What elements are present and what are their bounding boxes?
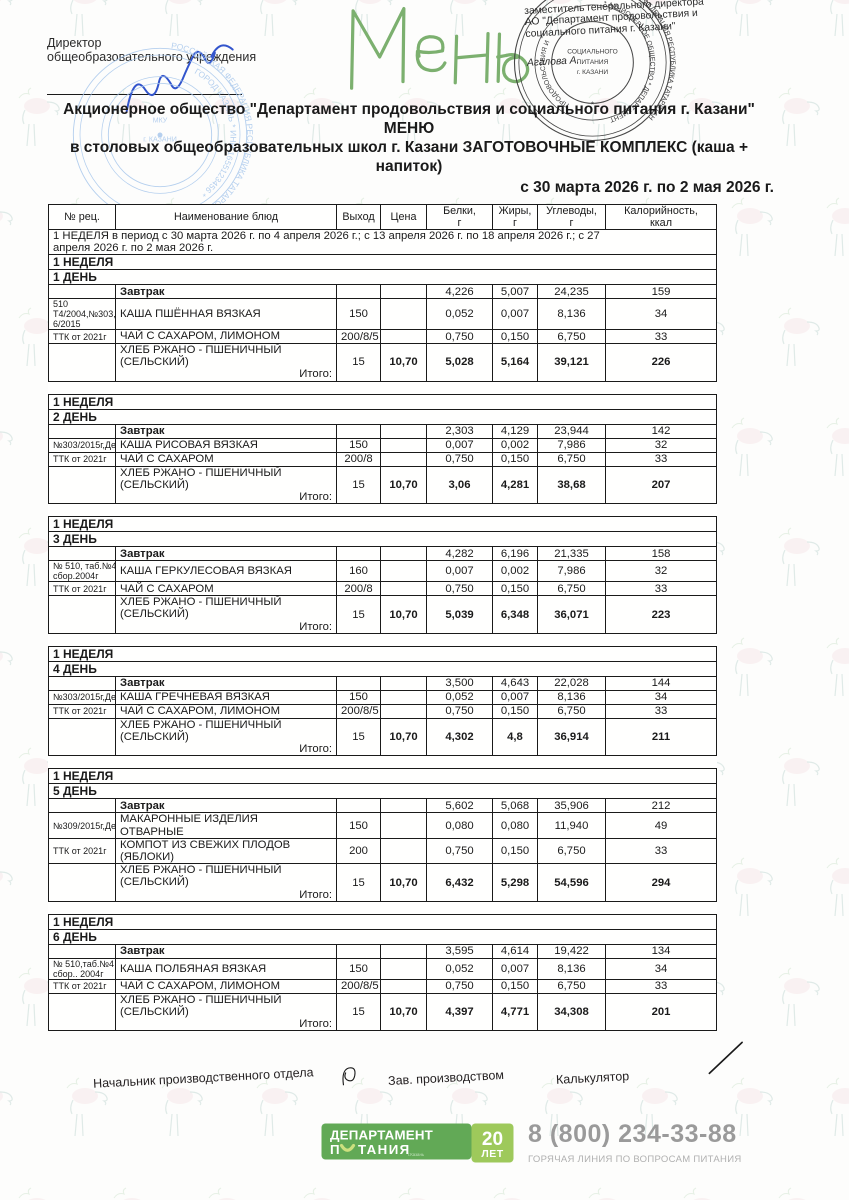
svg-text:ТАНИЯ: ТАНИЯ <box>358 1142 411 1157</box>
svg-text:г. КАЗАНИ: г. КАЗАНИ <box>577 69 608 76</box>
svg-text:20: 20 <box>482 1129 503 1150</box>
svg-text:П: П <box>330 1142 341 1157</box>
svg-text:ЛЕТ: ЛЕТ <box>481 1148 503 1160</box>
svg-text:ДЕПАРТАМЕНТ: ДЕПАРТАМЕНТ <box>330 1128 433 1143</box>
svg-text:г.Казань: г.Казань <box>408 1152 425 1157</box>
